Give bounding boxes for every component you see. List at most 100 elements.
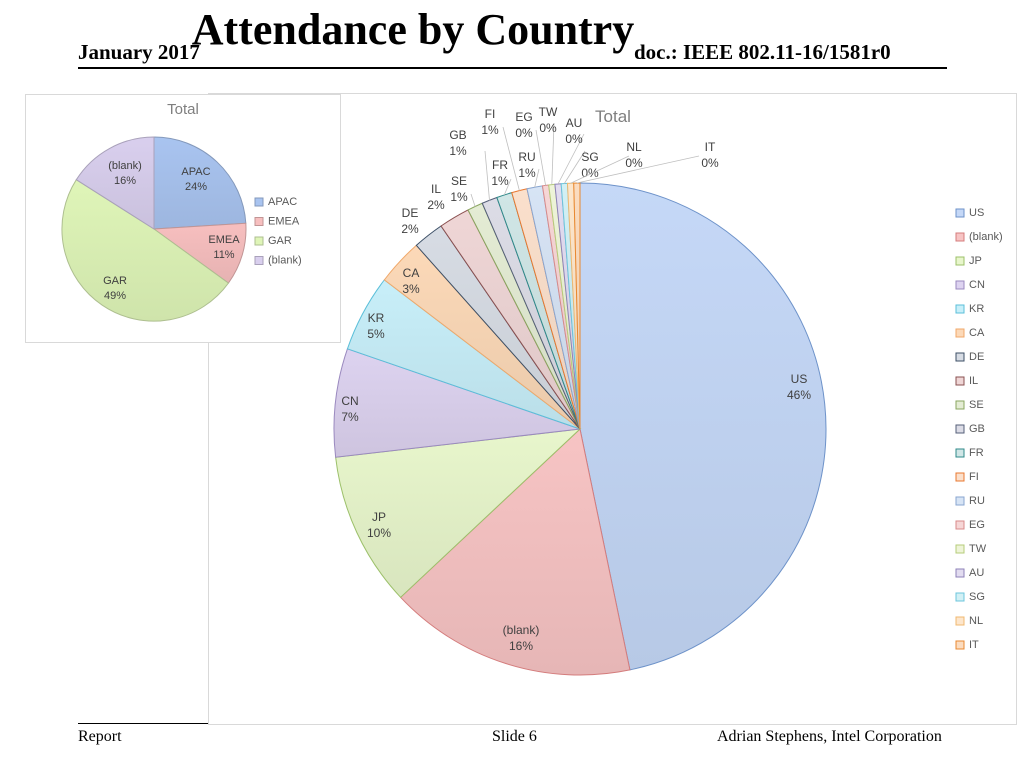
data-label-eg-pct: 0% bbox=[515, 126, 533, 140]
data-label-gar-pct: 49% bbox=[104, 290, 126, 302]
leader-line-tw bbox=[551, 123, 555, 185]
legend-label-us: US bbox=[969, 207, 984, 219]
pie-slice-gar bbox=[61, 179, 230, 322]
data-label-se-pct: 1% bbox=[450, 190, 468, 204]
data-label-emea-name: EMEA bbox=[208, 234, 240, 246]
data-label-tw-name: TW bbox=[539, 105, 558, 119]
legend-label-gb: GB bbox=[969, 423, 985, 435]
data-label-fr-name: FR bbox=[492, 158, 508, 172]
data-label-au-name: AU bbox=[566, 116, 583, 130]
legend-label-jp: JP bbox=[969, 255, 982, 267]
data-label-kr-name: KR bbox=[368, 311, 385, 325]
data-label-ca-name: CA bbox=[403, 266, 420, 280]
data-label-ca-pct: 3% bbox=[402, 282, 420, 296]
data-label-jp-pct: 10% bbox=[367, 526, 391, 540]
legend-label-blank: (blank) bbox=[969, 231, 1003, 243]
data-label-sg-pct: 0% bbox=[581, 166, 599, 180]
pie-slice-apac bbox=[153, 136, 247, 230]
data-label-de-pct: 2% bbox=[401, 222, 419, 236]
data-label-ru-pct: 1% bbox=[518, 166, 536, 180]
footer-report: Report bbox=[78, 728, 122, 745]
leader-line-nl bbox=[570, 155, 630, 184]
legend-swatch-cn bbox=[955, 280, 965, 290]
data-label-gb-name: GB bbox=[449, 128, 466, 142]
data-label-eg-name: EG bbox=[515, 110, 532, 124]
data-label-blank-name: (blank) bbox=[503, 623, 540, 637]
legend-swatch-gar bbox=[254, 236, 264, 246]
pie-slice-cn bbox=[333, 348, 581, 458]
footer-rule bbox=[78, 723, 208, 724]
data-label-kr-pct: 5% bbox=[367, 327, 385, 341]
country-pie-svg: Total US 46% (blank) 16% JP 10% CN 7% KR 5% CA 3% DE 2… bbox=[333, 105, 1003, 676]
data-label-blank-pct: 16% bbox=[509, 639, 533, 653]
legend-label-nl: NL bbox=[969, 615, 983, 627]
data-label-blank-pct: 16% bbox=[114, 175, 136, 187]
data-label-de-name: DE bbox=[402, 206, 419, 220]
legend-label-fr: FR bbox=[969, 447, 984, 459]
header-rule bbox=[78, 67, 947, 69]
data-label-gar-name: GAR bbox=[103, 275, 127, 287]
legend-swatch-kr bbox=[955, 304, 965, 314]
legend-swatch-us bbox=[955, 208, 965, 218]
data-label-au-pct: 0% bbox=[565, 132, 583, 146]
legend-swatch-eg bbox=[955, 520, 965, 530]
data-label-se-name: SE bbox=[451, 174, 467, 188]
legend-label-au: AU bbox=[969, 567, 984, 579]
data-label-nl-pct: 0% bbox=[625, 156, 643, 170]
pie-slice-us bbox=[579, 182, 827, 671]
legend-swatch-blank bbox=[254, 256, 264, 265]
leader-line-eg bbox=[535, 129, 546, 186]
legend-swatch-fr bbox=[955, 448, 965, 458]
legend-label-se: SE bbox=[969, 399, 984, 411]
pie-slice-blank bbox=[399, 428, 631, 676]
legend-label-kr: KR bbox=[969, 303, 984, 315]
legend-swatch-il bbox=[955, 376, 965, 386]
leader-line-fi bbox=[502, 126, 520, 191]
data-label-ru-name: RU bbox=[518, 150, 535, 164]
legend-label-sg: SG bbox=[969, 591, 985, 603]
doc-number: doc.: IEEE 802.11-16/1581r0 bbox=[634, 40, 891, 64]
legend-label-eg: EG bbox=[969, 519, 985, 531]
slide-number: Slide 6 bbox=[492, 728, 537, 745]
legend-swatch-ru bbox=[955, 496, 965, 506]
pie-slice-it bbox=[573, 182, 581, 430]
leader-line-au bbox=[557, 133, 585, 185]
legend-label-apac: APAC bbox=[268, 196, 297, 208]
data-label-it-name: IT bbox=[705, 140, 716, 154]
pie-slice-blank bbox=[75, 136, 155, 230]
country-chart: Total US 46% (blank) 16% JP 10% CN 7% KR 5% CA 3% DE 2… bbox=[208, 93, 1017, 725]
legend-label-fi: FI bbox=[969, 471, 979, 483]
leader-line-se bbox=[470, 193, 476, 207]
legend-swatch-tw bbox=[955, 544, 965, 554]
legend-label-gar: GAR bbox=[268, 235, 292, 247]
data-label-us-pct: 46% bbox=[787, 388, 811, 402]
data-label-il-name: IL bbox=[431, 182, 441, 196]
data-label-fi-pct: 1% bbox=[481, 123, 499, 137]
legend-swatch-blank bbox=[955, 232, 965, 242]
data-label-blank-name: (blank) bbox=[108, 160, 142, 172]
data-label-cn-name: CN bbox=[341, 394, 358, 408]
data-label-nl-name: NL bbox=[626, 140, 642, 154]
legend-swatch-gb bbox=[955, 424, 965, 434]
legend-label-ru: RU bbox=[969, 495, 985, 507]
data-label-fr-pct: 1% bbox=[491, 174, 509, 188]
legend-label-de: DE bbox=[969, 351, 984, 363]
legend-label-blank: (blank) bbox=[268, 255, 302, 267]
data-label-us-name: US bbox=[791, 372, 808, 386]
data-label-jp-name: JP bbox=[372, 510, 386, 524]
legend-label-tw: TW bbox=[969, 543, 987, 555]
chart-title: Total bbox=[167, 101, 199, 118]
date-label: January 2017 bbox=[78, 40, 200, 64]
leader-line-it bbox=[576, 155, 700, 184]
chart-title: Total bbox=[595, 107, 631, 126]
legend-label-ca: CA bbox=[969, 327, 985, 339]
region-pie-svg: Total APAC 24% EMEA 11% GAR 49% (blank) 16% APAC E… bbox=[61, 101, 302, 322]
legend-swatch-it bbox=[955, 640, 965, 650]
legend-swatch-se bbox=[955, 400, 965, 410]
data-label-it-pct: 0% bbox=[701, 156, 719, 170]
data-label-cn-pct: 7% bbox=[341, 410, 359, 424]
legend-label-cn: CN bbox=[969, 279, 985, 291]
data-label-il-pct: 2% bbox=[427, 198, 445, 212]
region-chart: Total APAC 24% EMEA 11% GAR 49% (blank) 16% APAC E… bbox=[25, 94, 341, 343]
pie-slice-jp bbox=[335, 428, 582, 599]
